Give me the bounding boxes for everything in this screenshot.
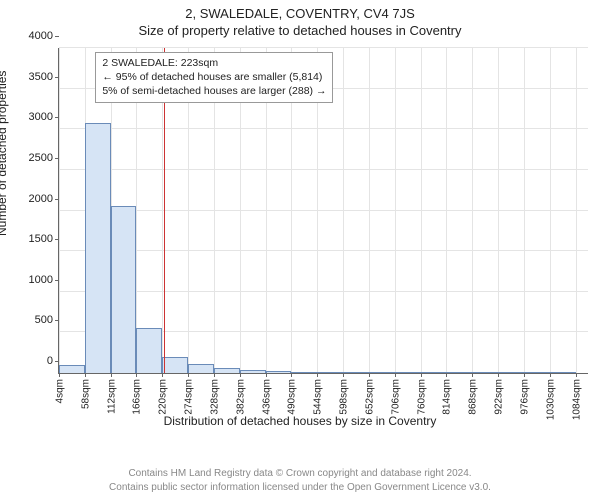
x-tick-label: 58sqm (78, 379, 91, 409)
histogram-bar (240, 370, 266, 373)
histogram-bar (498, 372, 524, 373)
histogram-bar (317, 372, 343, 373)
y-tick-label: 1500 (29, 233, 59, 245)
gridline-v (446, 48, 447, 373)
histogram-bar (524, 372, 550, 373)
y-tick-label: 1000 (29, 274, 59, 286)
x-tick-mark (421, 373, 422, 377)
gridline-v (550, 48, 551, 373)
x-axis-label: Distribution of detached houses by size … (0, 414, 600, 428)
gridline-h (59, 291, 588, 292)
x-tick-mark (291, 373, 292, 377)
x-tick-label: 274sqm (182, 379, 195, 415)
gridline-v (472, 48, 473, 373)
histogram-bar (472, 372, 498, 373)
gridline-h (59, 128, 588, 129)
x-tick-label: 436sqm (259, 379, 272, 415)
page-subtitle: Size of property relative to detached ho… (0, 21, 600, 42)
x-tick-label: 490sqm (285, 379, 298, 415)
reference-callout: 2 SWALEDALE: 223sqm ← 95% of detached ho… (95, 52, 333, 103)
y-tick-label: 2500 (29, 152, 59, 164)
x-tick-mark (188, 373, 189, 377)
x-tick-label: 112sqm (104, 379, 117, 414)
histogram-bar (446, 372, 472, 373)
x-tick-mark (369, 373, 370, 377)
footer-line-1: Contains HM Land Registry data © Crown c… (0, 467, 600, 481)
y-tick-label: 500 (35, 314, 59, 326)
x-tick-label: 760sqm (414, 379, 427, 415)
gridline-h (59, 47, 588, 48)
histogram-bar (266, 371, 292, 373)
y-tick-label: 4000 (29, 30, 59, 42)
x-tick-mark (472, 373, 473, 377)
gridline-v (524, 48, 525, 373)
histogram-bar (162, 357, 188, 373)
callout-line-3: 5% of semi-detached houses are larger (2… (102, 84, 326, 98)
x-tick-mark (214, 373, 215, 377)
x-tick-mark (395, 373, 396, 377)
page-title-address: 2, SWALEDALE, COVENTRY, CV4 7JS (0, 0, 600, 21)
x-tick-label: 922sqm (492, 379, 505, 415)
callout-line-2: ← 95% of detached houses are smaller (5,… (102, 70, 326, 84)
x-tick-label: 652sqm (362, 379, 375, 415)
histogram-bar (188, 364, 214, 373)
histogram-bar (421, 372, 447, 373)
x-tick-label: 598sqm (337, 379, 350, 415)
x-tick-label: 814sqm (440, 379, 453, 415)
x-tick-mark (136, 373, 137, 377)
x-tick-mark (576, 373, 577, 377)
histogram-bar (59, 365, 85, 373)
histogram-bar (85, 123, 111, 373)
x-tick-mark (111, 373, 112, 377)
x-tick-label: 166sqm (130, 379, 143, 415)
gridline-h (59, 210, 588, 211)
histogram-bar (343, 372, 369, 373)
gridline-v (369, 48, 370, 373)
gridline-h (59, 250, 588, 251)
gridline-v (343, 48, 344, 373)
histogram-bar (550, 372, 576, 373)
x-tick-mark (85, 373, 86, 377)
x-tick-mark (550, 373, 551, 377)
x-tick-label: 544sqm (311, 379, 324, 415)
gridline-v (59, 48, 60, 373)
footer-line-2: Contains public sector information licen… (0, 481, 600, 495)
histogram-bar (136, 328, 162, 374)
x-tick-label: 868sqm (466, 379, 479, 415)
footer-attribution: Contains HM Land Registry data © Crown c… (0, 467, 600, 494)
x-tick-label: 382sqm (233, 379, 246, 415)
x-tick-mark (498, 373, 499, 377)
histogram-bar (111, 206, 137, 373)
gridline-h (59, 169, 588, 170)
y-tick-label: 2000 (29, 193, 59, 205)
chart-container: Number of detached properties 0500100015… (0, 42, 600, 430)
y-tick-label: 0 (47, 355, 59, 367)
x-tick-mark (446, 373, 447, 377)
gridline-v (498, 48, 499, 373)
x-tick-mark (240, 373, 241, 377)
x-tick-mark (524, 373, 525, 377)
histogram-bar (369, 372, 395, 373)
y-tick-label: 3500 (29, 71, 59, 83)
histogram-bar (214, 368, 240, 373)
y-axis-label: Number of detached properties (0, 71, 9, 236)
histogram-bar (291, 372, 317, 373)
gridline-v (576, 48, 577, 373)
y-tick-label: 3000 (29, 111, 59, 123)
x-tick-label: 220sqm (156, 379, 169, 415)
x-tick-label: 706sqm (388, 379, 401, 415)
x-tick-label: 328sqm (207, 379, 220, 415)
gridline-v (395, 48, 396, 373)
x-tick-mark (162, 373, 163, 377)
x-tick-label: 4sqm (53, 379, 66, 403)
gridline-v (421, 48, 422, 373)
x-tick-mark (317, 373, 318, 377)
x-tick-label: 976sqm (517, 379, 530, 415)
x-tick-mark (266, 373, 267, 377)
callout-line-1: 2 SWALEDALE: 223sqm (102, 56, 326, 70)
histogram-bar (395, 372, 421, 373)
x-tick-mark (343, 373, 344, 377)
plot-area: 050010001500200025003000350040004sqm58sq… (58, 48, 588, 374)
x-tick-mark (59, 373, 60, 377)
